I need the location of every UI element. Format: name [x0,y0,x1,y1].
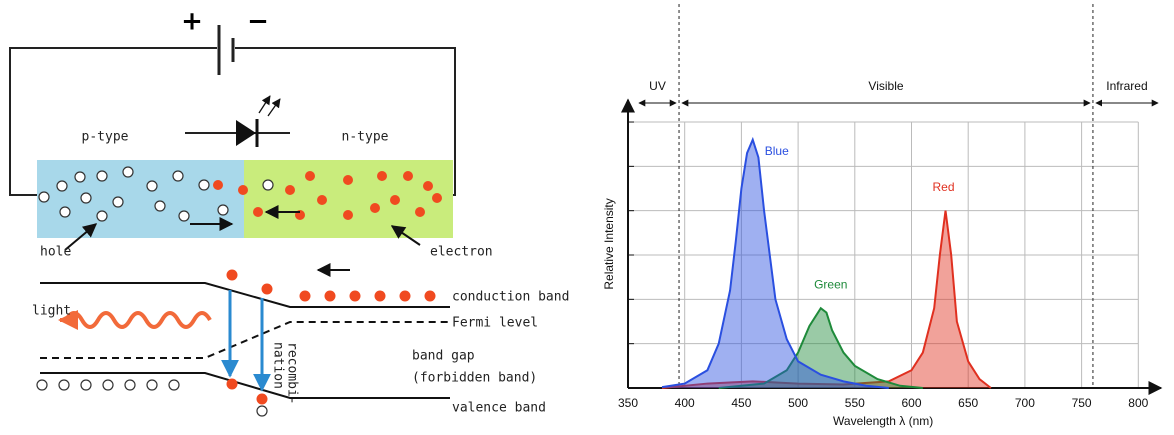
emission-arrow [258,95,271,114]
x-tick-label: 450 [731,396,751,410]
x-axis-label: Wavelength λ (nm) [833,414,933,428]
electron-pointer [390,225,421,246]
valence-band-label: valence band [452,401,546,416]
series-label: Green [814,277,847,291]
led-diagram: + − p-type n-type hole electron [9,7,569,417]
series-area [718,308,923,388]
holes [38,166,274,222]
valence-band-line [40,372,450,399]
x-tick-label: 800 [1128,396,1148,410]
fermi-level-label: Fermi level [452,316,538,331]
electron-label: electron [430,245,493,260]
series-label: Blue [765,144,789,158]
plus-label: + [181,7,203,37]
conduction-electrons [226,269,436,405]
light-label: light [32,304,71,319]
n-region [244,160,453,238]
n-type-label: n-type [342,130,389,145]
x-tick-label: 550 [845,396,865,410]
spectrum-chart: 350 400 450 500 550 600 650 700 750 800 Wavelength… [602,4,1163,428]
circuit-wire [9,47,456,196]
hole-label: hole [40,245,71,260]
emission-arrow [267,98,281,117]
series-line [661,136,889,389]
series-area [662,210,991,388]
x-tick-label: 750 [1072,396,1092,410]
series-line [661,210,992,389]
series-label: Red [933,180,955,194]
x-tick-label: 400 [675,396,695,410]
region-label: Infrared [1106,79,1147,93]
valence-holes [36,379,268,417]
x-tick-label: 650 [958,396,978,410]
p-type-label: p-type [82,130,129,145]
electrons [213,171,442,220]
series-area [662,139,889,388]
x-tick-label: 350 [618,396,638,410]
y-axis-label: Relative Intensity [602,198,616,289]
light-wave [58,310,212,330]
p-region [37,160,244,238]
fermi-level-line [40,321,450,359]
region-label: Visible [868,79,903,93]
led-triangle [236,120,256,146]
x-tick-label: 600 [901,396,921,410]
recombination-label: recombi- [285,342,300,405]
minus-label: − [247,7,269,37]
conduction-band-line [40,282,450,308]
series-line [718,306,923,389]
band-gap-label: band gap [412,349,475,364]
x-tick-label: 500 [788,396,808,410]
x-tick-label: 700 [1015,396,1035,410]
recombination-label: nation [271,342,286,389]
conduction-band-label: conduction band [452,290,569,305]
forbidden-band-label: (forbidden band) [412,371,537,386]
region-label: UV [649,79,666,93]
hole-pointer [64,223,98,251]
